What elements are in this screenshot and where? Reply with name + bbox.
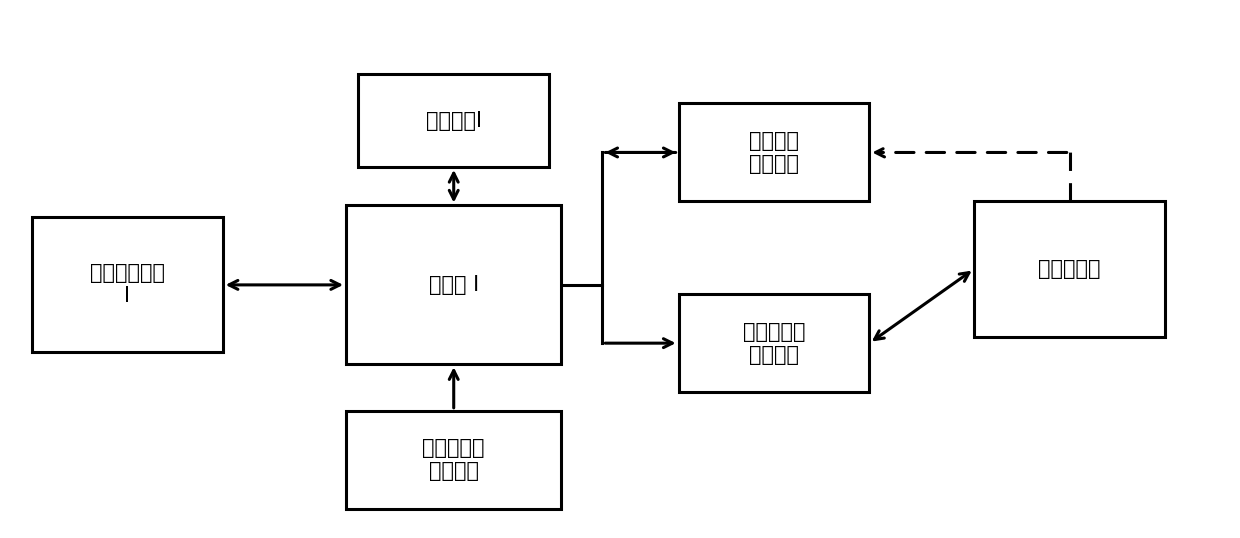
Bar [678,294,869,392]
Text: 显示状态
检测电路: 显示状态 检测电路 [749,131,799,174]
Text: 无线通信电路
I: 无线通信电路 I [89,263,165,307]
Bar [975,201,1166,337]
Text: 石英钟机芯: 石英钟机芯 [1038,259,1101,279]
Bar [32,217,223,352]
Bar [346,206,562,364]
Text: 对时电机及
控制电路: 对时电机及 控制电路 [743,322,805,365]
Text: 时钟电路I: 时钟电路I [425,111,481,131]
Text: 单片机 I: 单片机 I [429,275,479,295]
Bar [346,410,562,508]
Bar [358,74,549,167]
Text: 电池及电量
检测电路: 电池及电量 检测电路 [423,438,485,482]
Bar [678,103,869,201]
